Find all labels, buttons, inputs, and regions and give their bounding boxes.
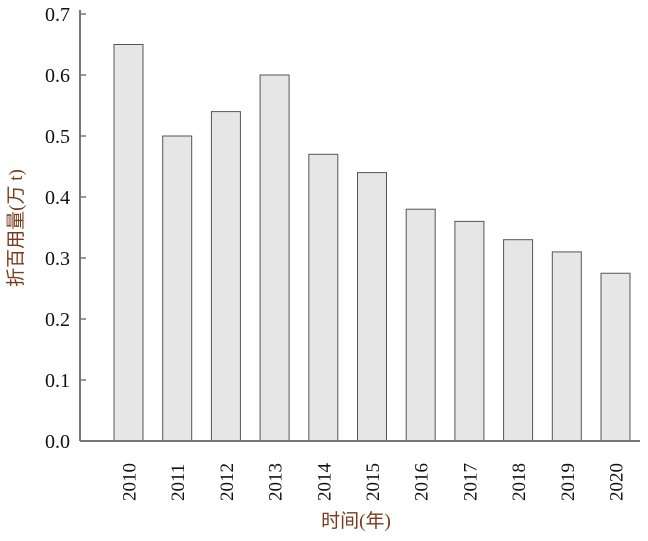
x-tick-label: 2011 <box>168 464 189 501</box>
x-tick-label: 2013 <box>266 463 287 501</box>
x-tick-label: 2019 <box>558 463 579 501</box>
x-tick-label: 2014 <box>314 463 335 502</box>
bar-2013 <box>259 74 290 442</box>
x-tick-label: 2016 <box>412 463 433 501</box>
y-tick-label: 0.4 <box>45 187 70 209</box>
bar-2017 <box>454 220 485 442</box>
y-tick-label: 0.6 <box>45 65 70 87</box>
axes <box>79 10 640 442</box>
bar-2020 <box>600 272 631 442</box>
bar-2012 <box>210 111 241 442</box>
y-axis-label: 折百用量(万 t) <box>5 169 27 287</box>
bar-2010 <box>113 44 144 442</box>
x-tick-label: 2017 <box>460 463 481 501</box>
bar-2011 <box>162 135 193 442</box>
y-tick-label: 0.1 <box>45 370 70 392</box>
x-tick-label: 2012 <box>217 463 238 501</box>
y-tick-label: 0.5 <box>45 126 70 148</box>
x-ticks: 2010 2011 2012 2013 2014 2015 2016 2017 2018 2019… <box>120 463 628 502</box>
y-tick-label: 0.7 <box>45 4 70 26</box>
bar-2018 <box>503 239 534 442</box>
y-tick-label: 0.2 <box>45 309 70 331</box>
bar-2016 <box>405 208 436 442</box>
x-tick-label: 2010 <box>120 463 141 501</box>
x-tick-label: 2020 <box>607 463 628 501</box>
bar-2015 <box>357 172 387 442</box>
y-ticks: 0.0 0.1 0.2 0.3 0.4 0.5 0.6 0.7 <box>45 4 86 453</box>
x-axis-label: 时间(年) <box>321 510 391 532</box>
bars <box>113 44 631 442</box>
bar-2014 <box>308 153 339 442</box>
x-tick-label: 2015 <box>363 463 384 501</box>
x-tick-label: 2018 <box>509 463 530 501</box>
y-tick-label: 0.0 <box>45 431 70 453</box>
y-tick-label: 0.3 <box>45 248 70 270</box>
bar-2019 <box>551 251 582 442</box>
